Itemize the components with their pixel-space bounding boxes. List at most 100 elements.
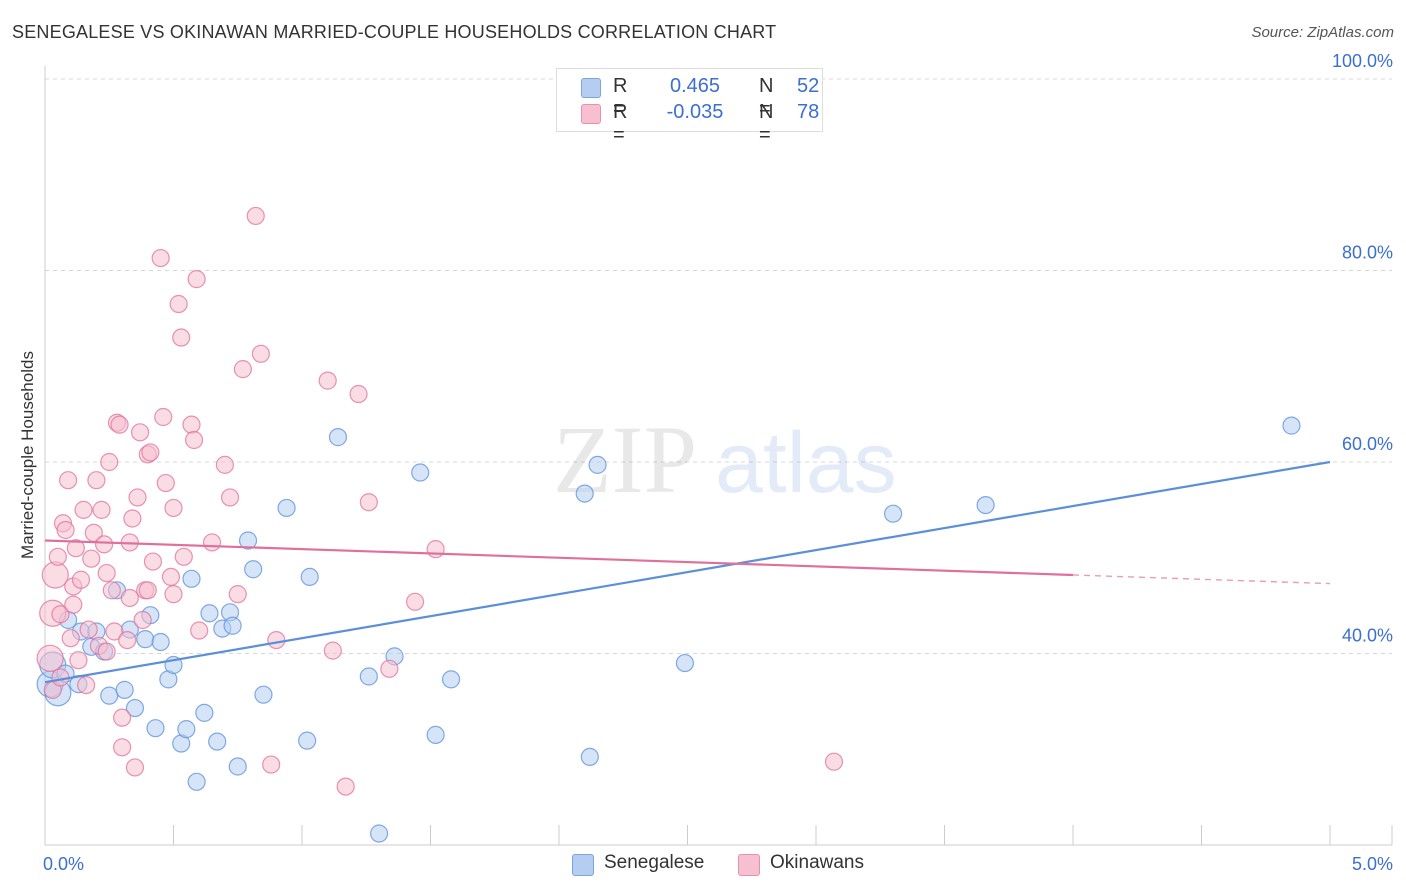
data-point (883, 504, 903, 523)
data-point (359, 493, 378, 512)
trend-lines (44, 460, 1331, 684)
data-point (172, 328, 191, 347)
data-point (228, 585, 247, 604)
data-point (110, 415, 129, 434)
series-swatch-senegalese (572, 854, 594, 876)
stats-legend: R = 0.465 N = 52 R = -0.035 N = 78 (556, 68, 823, 146)
data-point (115, 680, 134, 699)
data-point (118, 630, 137, 650)
data-point (244, 560, 263, 579)
data-point (92, 500, 111, 519)
axes (44, 66, 1393, 846)
data-point (71, 570, 91, 589)
data-point (336, 777, 355, 796)
legend-n-label: N = (759, 75, 774, 120)
data-point (100, 452, 119, 472)
data-point (51, 605, 70, 624)
data-point (187, 270, 206, 289)
data-point (66, 539, 85, 558)
data-point (95, 535, 114, 554)
data-point (174, 547, 193, 566)
data-point (105, 622, 124, 641)
data-point (1282, 416, 1301, 435)
data-point (190, 621, 209, 640)
data-point (133, 610, 152, 630)
y-axis-label: Married-couple Households (18, 351, 37, 559)
data-point (143, 552, 163, 571)
legend-n-value: 78 (797, 101, 820, 123)
data-point (87, 471, 106, 490)
data-point (141, 443, 160, 462)
data-point (298, 731, 317, 750)
data-point (380, 659, 399, 678)
watermark-zip: ZIP (553, 406, 697, 513)
tick-labels: 40.0% 60.0% 80.0% 100.0% 0.0% 5.0% (43, 51, 1393, 874)
data-point (215, 455, 234, 474)
data-point (56, 520, 75, 540)
data-point (61, 629, 80, 648)
trend-line (44, 539, 1074, 577)
data-point (267, 630, 286, 650)
data-point (359, 667, 378, 686)
data-point (112, 738, 132, 757)
data-point (128, 488, 147, 507)
data-point (441, 670, 461, 689)
data-point (824, 752, 844, 771)
data-point (138, 581, 157, 600)
data-point (64, 595, 83, 614)
data-point (146, 719, 165, 738)
data-point (41, 561, 69, 589)
data-point (220, 488, 240, 507)
data-point (164, 498, 183, 518)
legend-swatch-okinawans (581, 104, 601, 124)
data-point (59, 471, 78, 490)
x-tick-label: 0.0% (43, 854, 84, 874)
chart-title: SENEGALESE VS OKINAWAN MARRIED-COUPLE HO… (12, 22, 777, 42)
data-point (405, 592, 425, 611)
legend-swatch-senegalese (581, 78, 601, 98)
data-point (112, 708, 132, 727)
data-point (323, 641, 342, 660)
data-point (277, 498, 296, 518)
data-point (74, 500, 93, 519)
data-point (426, 725, 445, 744)
y-tick-label: 80.0% (1342, 243, 1393, 263)
data-point (976, 495, 995, 515)
data-points (36, 206, 1301, 843)
data-point (102, 581, 121, 600)
data-point (370, 824, 389, 843)
data-point (246, 206, 265, 226)
data-point (151, 248, 170, 268)
data-point (77, 675, 96, 695)
data-point (120, 588, 139, 608)
data-point (238, 531, 258, 550)
data-point (48, 547, 67, 566)
data-point (349, 384, 368, 404)
data-point (251, 344, 270, 363)
trend-line (44, 460, 1331, 684)
legend-r-label: R = (613, 101, 628, 146)
data-point (69, 651, 88, 670)
y-tick-label: 60.0% (1342, 434, 1393, 454)
data-point (82, 549, 101, 568)
data-point (411, 463, 430, 482)
series-swatch-okinawans (738, 854, 760, 876)
data-point (328, 428, 348, 447)
data-point (300, 567, 319, 587)
legend-n-label: N = (759, 101, 774, 146)
data-point (223, 616, 242, 635)
data-point (130, 423, 150, 442)
legend-r-value: -0.035 (666, 101, 724, 123)
x-tick-label: 5.0% (1352, 854, 1393, 874)
data-point (51, 668, 70, 687)
data-point (588, 455, 607, 474)
data-point (262, 755, 281, 774)
series-label: Okinawans (770, 852, 864, 873)
data-point (184, 430, 204, 450)
data-point (161, 567, 181, 587)
data-point (254, 685, 273, 704)
watermark-atlas: atlas (715, 415, 897, 511)
data-point (208, 732, 227, 751)
data-point (36, 644, 64, 672)
